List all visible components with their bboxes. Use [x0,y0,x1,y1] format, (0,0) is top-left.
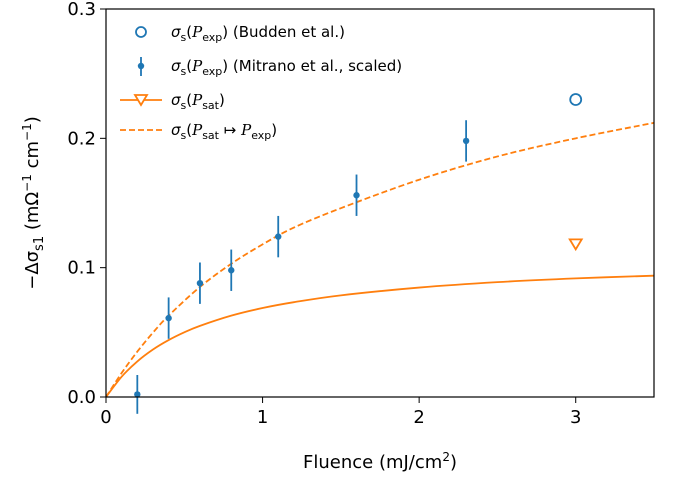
saturated-curve [106,274,654,397]
y-tick-label: 0.0 [67,387,96,408]
legend-entry-budden: σs(Pexp) (Budden et al.) [135,23,345,44]
legend-label-sat: σs(Psat) [171,91,225,112]
legend-dot-marker [137,62,145,70]
plot-frame [105,8,655,398]
y-axis-label: −Δσs1 (mΩ−1 cm−1) [20,116,47,290]
mitrano-point [228,267,235,274]
legend-entry-sat-to-exp: σs(Psat ↦ Pexp) [120,121,277,142]
points-layer [134,93,584,414]
mitrano-point [196,279,204,287]
x-tick-label: 3 [570,407,581,428]
legend-label-mitrano: σs(Pexp) (Mitrano et al., scaled) [171,57,402,78]
curves-layer [106,121,654,397]
mitrano-point [165,314,172,322]
legend-label-sat-to-exp: σs(Psat ↦ Pexp) [171,121,277,142]
y-tick-label: 0.2 [67,128,96,149]
mitrano-point [353,192,360,199]
mitrano-point [275,233,282,240]
legend-open-circle-marker [135,26,147,38]
legend-entry-sat: σs(Psat) [120,91,225,112]
y-tick-label: 0.3 [67,0,96,20]
budden-point [569,93,583,106]
x-tick-label: 0 [100,407,111,428]
x-axis-ticks: 0 1 2 3 [100,397,581,428]
legend: σs(Pexp) (Budden et al.) σs(Pexp) (Mitra… [120,23,402,142]
legend-entry-mitrano: σs(Pexp) (Mitrano et al., scaled) [137,57,402,78]
x-axis-label: Fluence (mJ/cm2) [303,450,457,473]
y-axis-ticks: 0.0 0.1 0.2 0.3 [67,0,106,408]
x-tick-label: 2 [413,407,424,428]
mitrano-point [462,137,470,145]
legend-label-budden: σs(Pexp) (Budden et al.) [171,23,345,44]
legend-triangle-marker [133,94,149,107]
mitrano-point [134,391,141,398]
y-tick-label: 0.1 [67,258,96,279]
triangle-marker [568,238,584,252]
scaled-dashed-curve [106,121,654,397]
x-tick-label: 1 [257,407,268,428]
